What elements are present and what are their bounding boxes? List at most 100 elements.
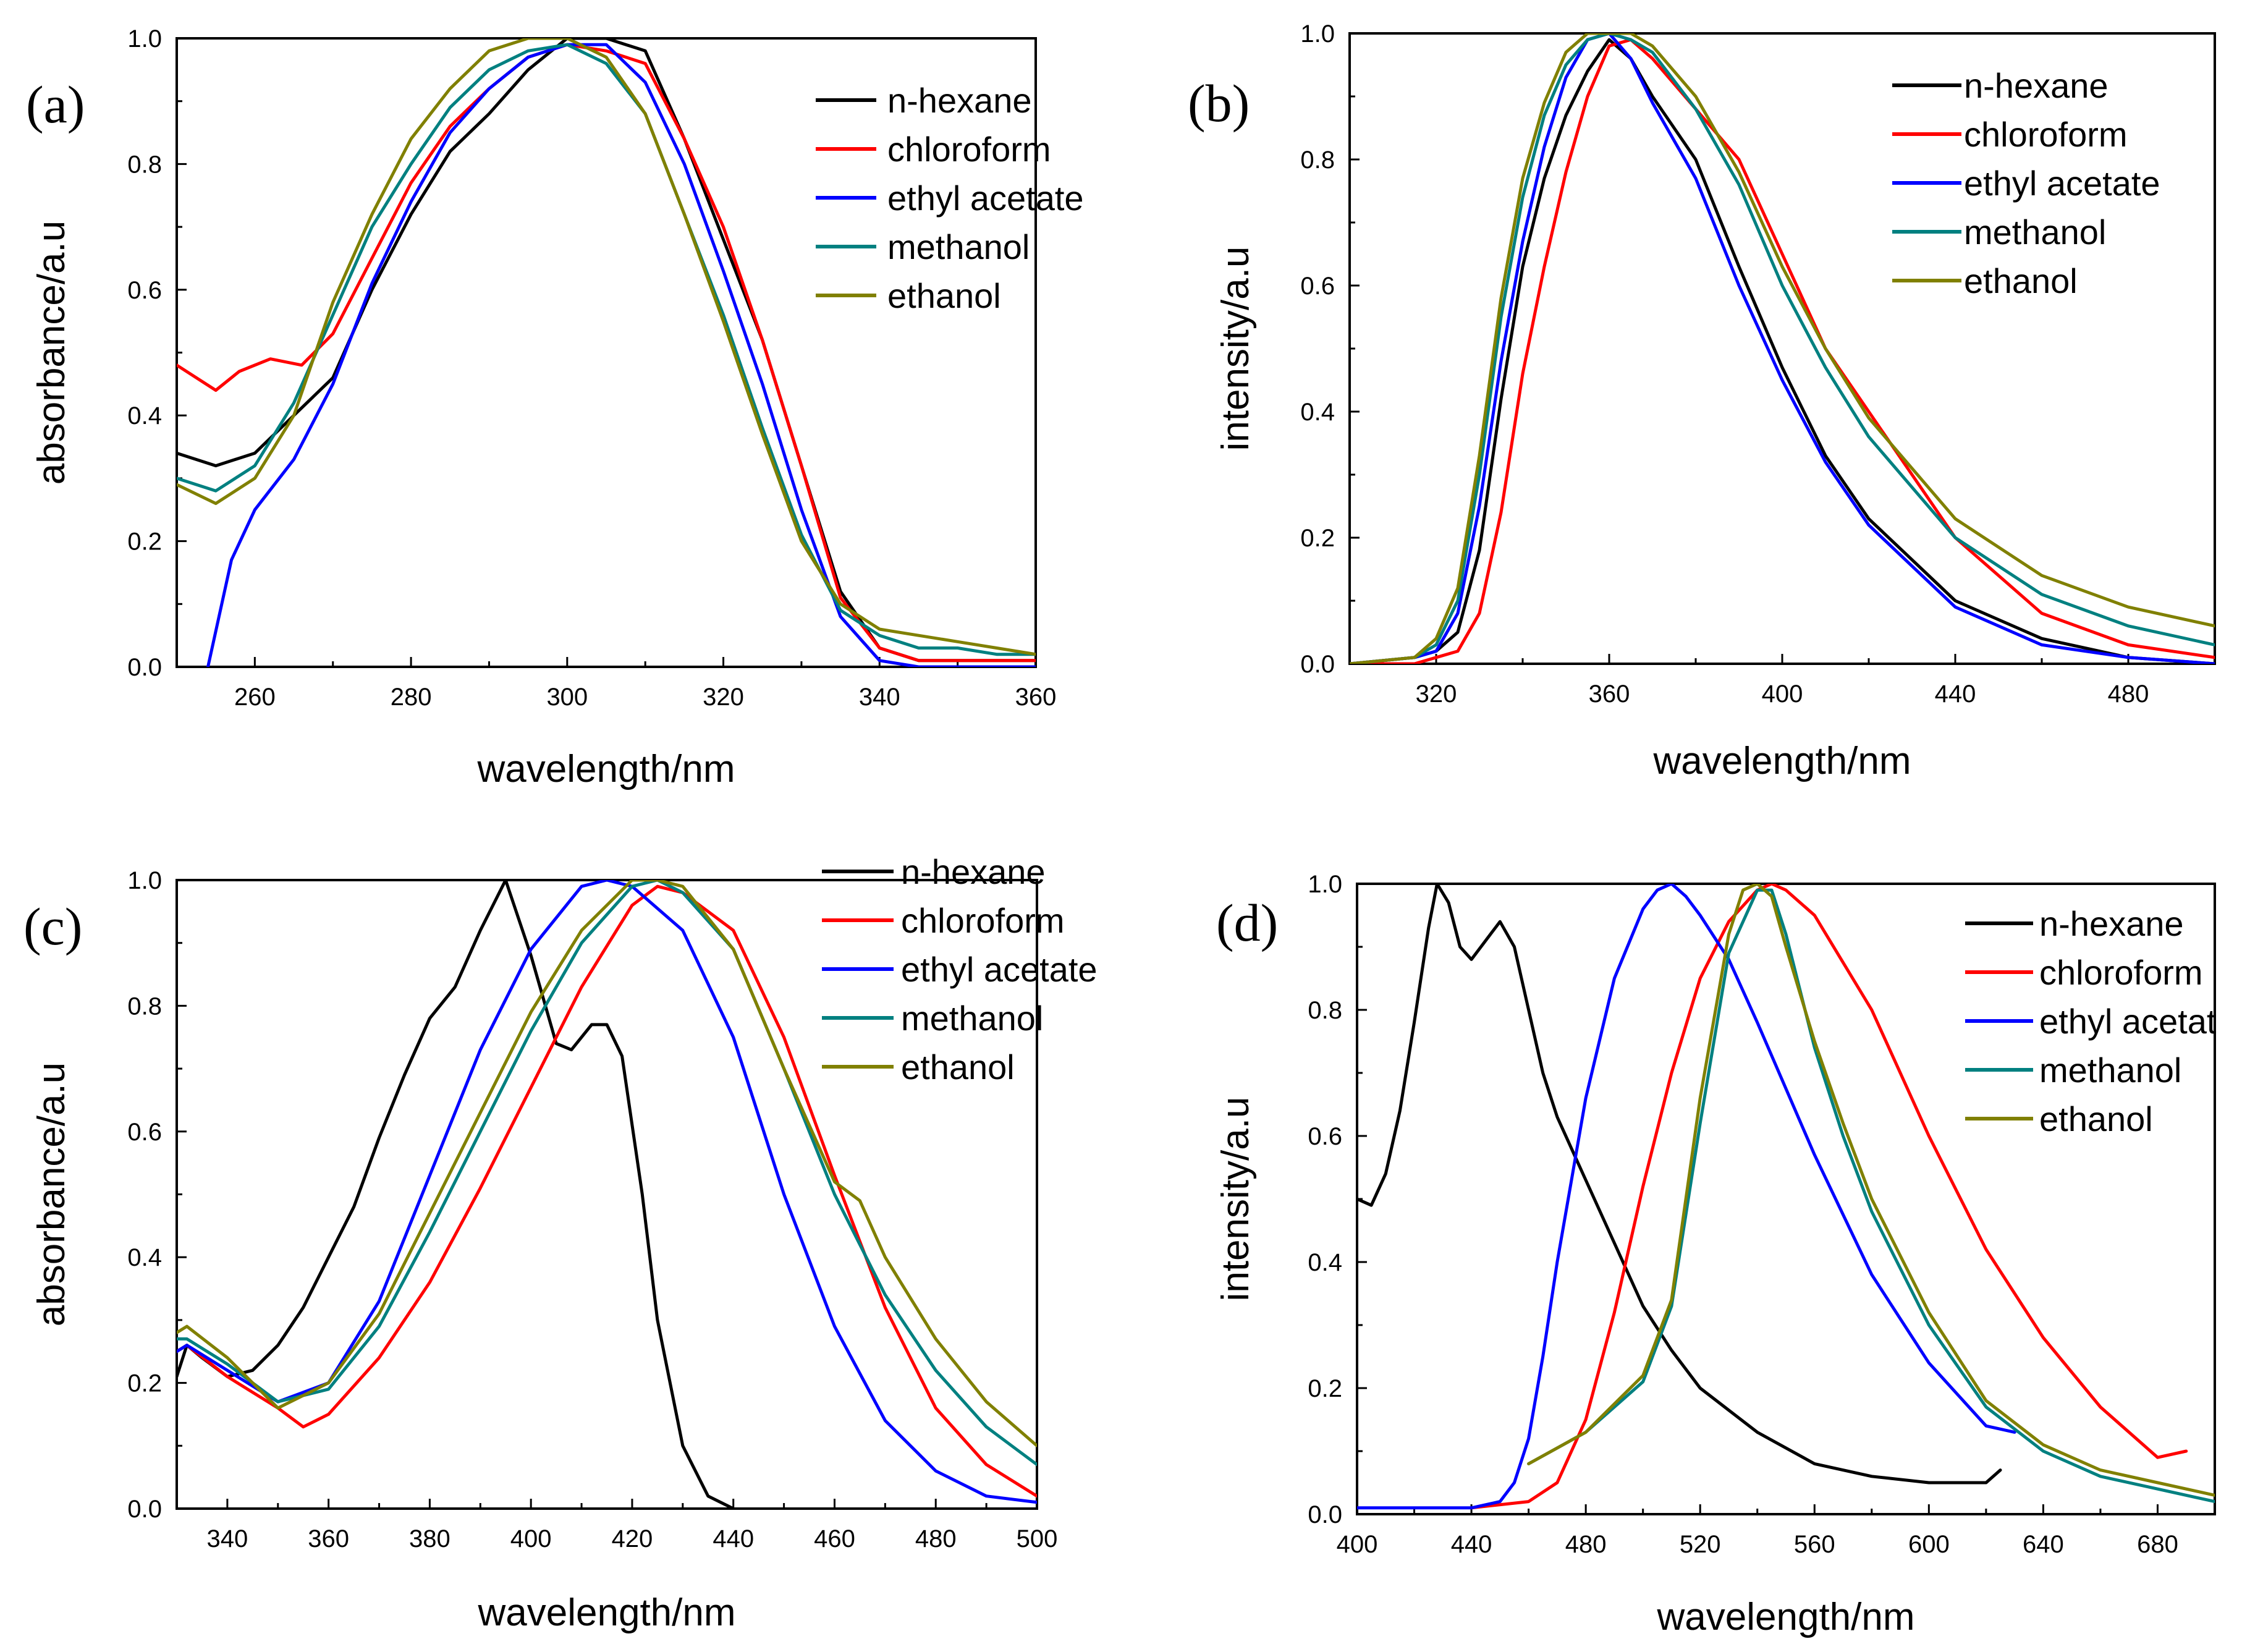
series-line-ethyl-acetate	[206, 43, 1036, 667]
x-tick-label: 360	[1589, 680, 1630, 708]
y-tick-label: 0.8	[127, 993, 162, 1020]
x-tick-label: 400	[1762, 680, 1803, 708]
series-line-n-hexane	[177, 880, 735, 1509]
y-tick-label: 1.0	[1300, 20, 1335, 48]
legend-label: chloroform	[2039, 953, 2203, 992]
legend-label: n-hexane	[2039, 904, 2184, 943]
x-tick-label: 560	[1794, 1531, 1835, 1558]
y-tick-label: 0.2	[127, 1370, 162, 1397]
x-tick-label: 300	[546, 684, 588, 711]
series-line-ethanol	[1527, 884, 2215, 1497]
legend-label: chloroform	[887, 130, 1051, 169]
y-tick-label: 0.8	[1308, 997, 1342, 1024]
y-tick-label: 0.2	[1300, 525, 1335, 552]
series-line-methanol	[1350, 33, 2215, 664]
x-tick-label: 340	[859, 684, 900, 711]
x-tick-label: 640	[2023, 1531, 2064, 1558]
y-tick-label: 0.6	[1300, 273, 1335, 300]
y-tick-label: 0.0	[1300, 651, 1335, 678]
series-line-ethyl-acetate	[1357, 884, 2016, 1510]
legend-label: ethanol	[2039, 1099, 2153, 1138]
x-tick-label: 600	[1908, 1531, 1950, 1558]
x-tick-label: 680	[2137, 1531, 2178, 1558]
y-tick-label: 0.8	[127, 151, 162, 178]
series-line-methanol	[177, 880, 1037, 1467]
x-tick-label: 420	[612, 1525, 653, 1552]
x-tick-label: 360	[1015, 684, 1057, 711]
y-tick-label: 0.6	[127, 277, 162, 304]
legend-label: ethyl acetate	[901, 950, 1098, 989]
y-tick-label: 0.2	[1308, 1375, 1342, 1402]
x-axis-title: wavelength/nm	[477, 1591, 735, 1634]
x-tick-label: 280	[391, 684, 432, 711]
x-tick-label: 440	[1451, 1531, 1492, 1558]
y-tick-label: 0.8	[1300, 146, 1335, 174]
legend-label: ethyl acetate	[1964, 164, 2160, 203]
legend-label: chloroform	[901, 901, 1065, 940]
series-group	[1357, 884, 2215, 1510]
legend-label: methanol	[901, 999, 1043, 1038]
series-line-chloroform	[1350, 38, 2215, 664]
x-tick-label: 440	[713, 1525, 754, 1552]
x-tick-label: 480	[2108, 680, 2149, 708]
legend-label: ethanol	[1964, 261, 2078, 300]
x-tick-label: 380	[409, 1525, 450, 1552]
series-line-ethanol	[177, 880, 1037, 1447]
x-tick-label: 260	[234, 684, 276, 711]
legend-label: ethanol	[901, 1048, 1015, 1087]
legend: n-hexane chloroform ethyl acetat methanol et…	[1965, 904, 2217, 1138]
y-tick-label: 0.6	[1308, 1123, 1342, 1150]
y-tick-label: 0.0	[1308, 1501, 1342, 1528]
y-tick-label: 0.0	[127, 1496, 162, 1523]
x-tick-label: 360	[308, 1525, 349, 1552]
panel-label: (c)	[23, 897, 82, 956]
y-tick-label: 1.0	[127, 25, 162, 53]
x-tick-label: 520	[1680, 1531, 1721, 1558]
series-line-n-hexane	[1350, 38, 2215, 664]
x-tick-label: 340	[207, 1525, 248, 1552]
x-axis-title: wavelength/nm	[1656, 1596, 1914, 1638]
y-tick-label: 0.4	[127, 402, 162, 430]
x-tick-label: 500	[1017, 1525, 1058, 1552]
x-tick-label: 400	[510, 1525, 552, 1552]
series-line-ethanol	[1350, 33, 2215, 664]
y-axis-title: absorbance/a.u	[30, 221, 73, 485]
series-group	[177, 880, 1037, 1509]
y-tick-label: 1.0	[1308, 871, 1342, 898]
series-group	[1350, 33, 2215, 664]
x-tick-label: 480	[1565, 1531, 1607, 1558]
panel-label: (a)	[26, 75, 85, 134]
series-line-ethanol	[177, 38, 1036, 656]
y-tick-label: 0.4	[127, 1244, 162, 1271]
legend-label: ethanol	[887, 276, 1001, 315]
x-axis-title: wavelength/nm	[1652, 740, 1911, 782]
series-line-n-hexane	[1357, 884, 2002, 1485]
legend: n-hexane chloroform ethyl acetate methanol e…	[1892, 66, 2160, 300]
legend-label: ethyl acetate	[887, 179, 1084, 218]
series-line-ethyl-acetate	[1350, 33, 2215, 664]
panel-a: 260 280 300 320 340 360 0.0 0.2 0.4 0.6 0.8 1.0 wave…	[26, 25, 1084, 790]
x-axis-title: wavelength/nm	[476, 748, 735, 790]
panel-label: (b)	[1188, 74, 1250, 133]
legend-label: methanol	[2039, 1051, 2181, 1090]
legend-label: chloroform	[1964, 115, 2128, 154]
panel-b: 320 360 400 440 480 0.0 0.2 0.4 0.6 0.8 1.0 wavelen…	[1188, 20, 2216, 782]
y-axis-title: absorbance/a.u	[30, 1062, 73, 1326]
legend-label: n-hexane	[1964, 66, 2109, 105]
y-axis-title: intensity/a.u	[1214, 247, 1257, 451]
panel-c: 340 360 380 400 420 440 460 480 500 0.0 0.2 0.4 0.6 0…	[23, 852, 1098, 1634]
x-tick-label: 400	[1337, 1531, 1378, 1558]
x-tick-label: 320	[1416, 680, 1457, 708]
y-axis-title: intensity/a.u	[1214, 1097, 1257, 1302]
legend-label: ethyl acetat	[2039, 1002, 2217, 1041]
y-tick-label: 0.0	[127, 654, 162, 681]
x-tick-label: 440	[1935, 680, 1976, 708]
legend: n-hexane chloroform ethyl acetate methanol e…	[822, 852, 1098, 1087]
legend-label: n-hexane	[887, 81, 1032, 120]
legend-label: methanol	[1964, 213, 2106, 252]
y-tick-label: 0.4	[1300, 399, 1335, 426]
y-tick-label: 1.0	[127, 867, 162, 894]
legend: n-hexane chloroform ethyl acetate methanol e…	[816, 81, 1084, 315]
x-tick-label: 460	[814, 1525, 855, 1552]
